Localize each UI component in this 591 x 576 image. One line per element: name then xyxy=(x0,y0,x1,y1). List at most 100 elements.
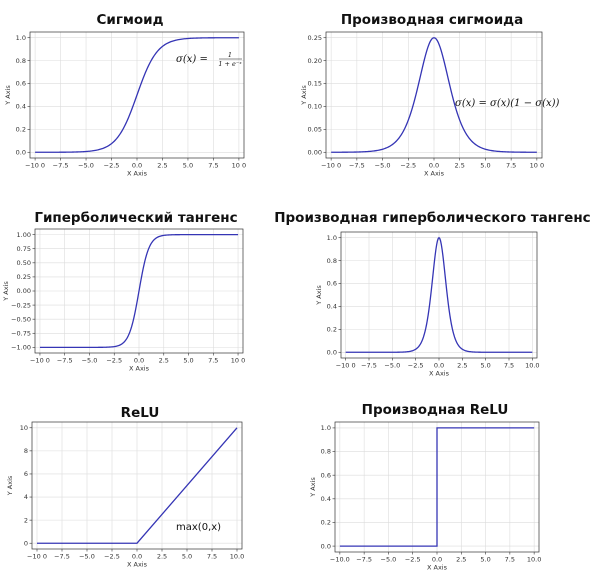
x-tick-label: 10 0 xyxy=(530,162,544,170)
x-tick-label: −2.5 xyxy=(405,556,421,564)
y-tick-label: 0.6 xyxy=(321,471,331,479)
y-axis-label: Y Axis xyxy=(2,281,10,302)
x-tick-label: 5.0 xyxy=(182,553,192,561)
x-tick-label: 10.0 xyxy=(230,553,244,561)
y-axis-label: Y Axis xyxy=(4,85,12,106)
y-axis-label: Y Axis xyxy=(315,285,323,306)
y-tick-label: 0.00 xyxy=(308,148,322,156)
y-tick-label: 8 xyxy=(24,447,28,455)
x-tick-label: 5.0 xyxy=(183,162,193,170)
x-tick-label: −7.5 xyxy=(53,162,69,170)
y-tick-label: 0.2 xyxy=(16,126,26,134)
x-tick-label: −5.0 xyxy=(384,362,400,370)
x-tick-label: 5.0 xyxy=(480,362,490,370)
x-axis-label: X Axis xyxy=(427,564,448,572)
chart-title: Производная сигмоида xyxy=(341,12,523,28)
x-tick-label: 0.0 xyxy=(134,357,144,365)
x-tick-label: −10 0 xyxy=(336,362,356,370)
x-tick-label: 10.0 xyxy=(527,556,541,564)
series-line-relu xyxy=(37,427,238,544)
y-tick-label: 0.2 xyxy=(327,326,337,334)
y-tick-label: 1.0 xyxy=(321,424,331,432)
y-tick-label: −0.75 xyxy=(11,329,31,337)
series-line-dsigmoid xyxy=(331,37,537,153)
chart-drelu: Производная ReLU −10.0 −7.5 −5.0 −2.5 0.0 2.5 5… xyxy=(309,402,541,572)
x-tick-label: 7.5 xyxy=(506,162,516,170)
x-tick-label: 2.5 xyxy=(157,553,167,561)
y-tick-label: 0.0 xyxy=(321,542,331,550)
y-tick-label: −0.50 xyxy=(11,315,31,323)
y-axis-label: Y Axis xyxy=(6,475,14,496)
x-tick-label: −7.5 xyxy=(356,556,372,564)
y-tick-label: 0.4 xyxy=(327,303,337,311)
annotation-formula-denominator: 1 + e⁻ˣ xyxy=(218,60,242,68)
y-tick-label: 1.00 xyxy=(17,231,31,239)
series-line-drelu xyxy=(339,427,535,547)
x-tick-label: −10 0 xyxy=(25,162,45,170)
y-axis-label: Y Axis xyxy=(309,477,317,498)
chart-title: Сигмоид xyxy=(96,12,163,28)
y-tick-label: −1.00 xyxy=(11,344,31,352)
x-tick-label: −10 0 xyxy=(27,553,47,561)
x-tick-label: −7.5 xyxy=(57,357,73,365)
y-tick-label: −0.25 xyxy=(11,301,31,309)
x-tick-label: −5.0 xyxy=(78,162,94,170)
x-tick-label: 2.5 xyxy=(456,556,466,564)
x-tick-label: 2.5 xyxy=(157,162,167,170)
chart-sigmoid: Сигмоид −10 0 −7.5 −5.0 −2.5 0.0 2.5 5.0 7.5 10 0… xyxy=(4,12,246,178)
y-tick-label: 0.50 xyxy=(17,259,31,267)
y-tick-label: 0.00 xyxy=(17,287,31,295)
x-tick-label: 0.0 xyxy=(132,553,142,561)
x-tick-label: −2.5 xyxy=(106,357,122,365)
x-tick-label: 7.5 xyxy=(208,357,218,365)
y-tick-label: 0.0 xyxy=(16,148,26,156)
y-tick-label: 10 xyxy=(20,424,28,432)
chart-dtanh: Производная гиперболического тангенса −10… xyxy=(274,210,591,378)
y-tick-label: 0.20 xyxy=(308,57,322,65)
y-tick-label: 0.05 xyxy=(308,126,322,134)
y-tick-label: 0 xyxy=(24,539,28,547)
x-tick-label: 0.0 xyxy=(132,162,142,170)
chart-title: Гиперболический тангенс xyxy=(34,210,237,226)
x-tick-label: −2.5 xyxy=(400,162,416,170)
y-tick-label: 0.2 xyxy=(321,519,331,527)
chart-dsigmoid: Производная сигмоида −10 0 −7.5 −5.0 −2.5 0.0… xyxy=(300,12,560,178)
x-tick-label: −7.5 xyxy=(54,553,70,561)
x-tick-label: −2.5 xyxy=(104,553,120,561)
y-tick-label: 0.8 xyxy=(327,257,337,265)
chart-title: Производная гиперболического тангенса xyxy=(274,210,591,226)
chart-relu: ReLU −10 0 −7.5 −5.0 −2.5 0.0 2.5 5.0 7.5 10.0 0 2 4… xyxy=(6,405,244,569)
x-tick-label: 7.5 xyxy=(208,162,218,170)
y-tick-label: 4 xyxy=(24,493,28,501)
x-axis-label: X Axis xyxy=(127,561,148,569)
y-tick-label: 0.8 xyxy=(321,448,331,456)
chart-title: Производная ReLU xyxy=(362,402,509,418)
chart-title: ReLU xyxy=(121,405,160,421)
y-tick-label: 2 xyxy=(24,516,28,524)
y-tick-label: 0.6 xyxy=(327,280,337,288)
x-tick-label: 10 0 xyxy=(232,162,246,170)
x-tick-label: −10 0 xyxy=(30,357,50,365)
y-tick-label: 0.0 xyxy=(327,348,337,356)
y-tick-label: 0.6 xyxy=(16,80,26,88)
x-tick-label: 2.5 xyxy=(455,162,465,170)
x-tick-label: −7.5 xyxy=(349,162,365,170)
annotation-formula-lhs: σ(x) = xyxy=(176,54,208,65)
x-tick-label: 0.0 xyxy=(432,556,442,564)
chart-tanh: Гиперболический тангенс −10 0 −7.5 −5.0 −2.5… xyxy=(2,210,245,373)
x-tick-label: −5.0 xyxy=(82,357,98,365)
series-line-dtanh xyxy=(345,236,533,353)
series-line-tanh xyxy=(39,233,239,349)
y-tick-label: 0.4 xyxy=(321,495,331,503)
x-tick-label: 2.5 xyxy=(457,362,467,370)
x-tick-label: 0.0 xyxy=(434,362,444,370)
annotation-formula: max(0,x) xyxy=(176,522,221,533)
x-tick-label: 10.0 xyxy=(525,362,539,370)
x-tick-label: −5.0 xyxy=(375,162,391,170)
y-tick-label: 0.15 xyxy=(308,80,322,88)
x-tick-label: −2.5 xyxy=(408,362,424,370)
x-tick-label: −5.0 xyxy=(381,556,397,564)
x-tick-label: −2.5 xyxy=(104,162,120,170)
x-tick-label: 5.0 xyxy=(480,556,490,564)
